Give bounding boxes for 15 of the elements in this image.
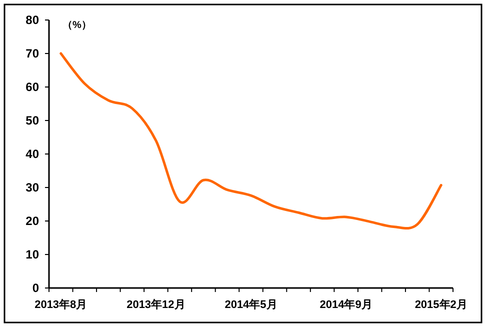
y-tick-label: 10 [26, 248, 40, 262]
x-tick-label: 2014年5月 [224, 298, 278, 311]
y-tick-label: 50 [26, 114, 40, 128]
y-tick-label: 20 [26, 214, 40, 228]
y-tick-label: 40 [26, 147, 40, 161]
y-tick-label: 0 [32, 281, 40, 295]
y-tick-label: 60 [26, 80, 40, 94]
x-tick-label: 2013年12月 [126, 298, 186, 311]
x-tick-label: 2015年2月 [414, 298, 468, 311]
x-tick-label: 2013年8月 [34, 298, 88, 311]
y-axis-title: （%） [62, 20, 92, 31]
y-tick-label: 30 [26, 180, 40, 194]
y-tick-label: 80 [26, 13, 40, 27]
y-tick-label: 70 [26, 46, 40, 60]
x-tick-label: 2014年9月 [320, 298, 372, 311]
